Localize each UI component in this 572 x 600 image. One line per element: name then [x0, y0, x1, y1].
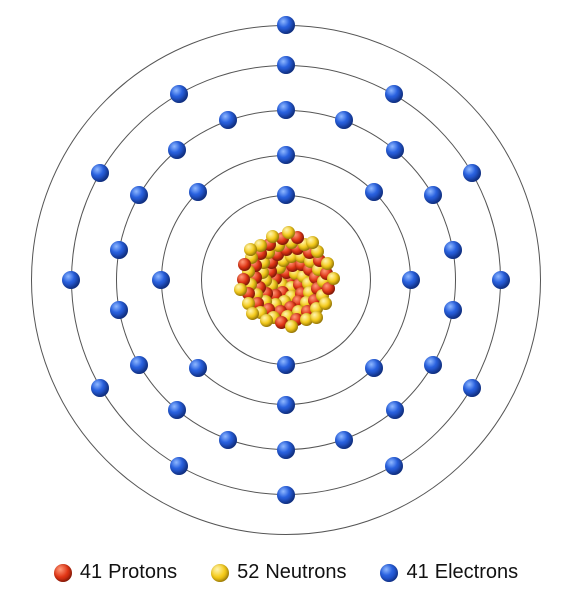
legend-item-neutrons: 52 Neutrons: [211, 561, 346, 584]
electron-icon: [380, 564, 398, 582]
proton-icon: [54, 564, 72, 582]
legend-electron-label: Electrons: [435, 561, 518, 584]
neutron: [321, 257, 334, 270]
legend-proton-count: 41: [80, 561, 102, 584]
neutron: [285, 320, 298, 333]
atom-stage: [0, 0, 572, 600]
legend-item-protons: 41 Protons: [54, 561, 177, 584]
legend-neutron-label: Neutrons: [265, 561, 346, 584]
neutron-icon: [211, 564, 229, 582]
electron: [277, 16, 295, 34]
legend-proton-label: Protons: [108, 561, 177, 584]
legend-electron-count: 41: [406, 561, 428, 584]
neutron: [327, 272, 340, 285]
neutron: [246, 307, 259, 320]
legend-item-electrons: 41 Electrons: [380, 561, 518, 584]
neutron: [319, 297, 332, 310]
legend: 41 Protons 52 Neutrons 41 Electrons: [0, 561, 572, 584]
legend-neutron-count: 52: [237, 561, 259, 584]
proton: [238, 258, 251, 271]
neutron: [310, 311, 323, 324]
neutron: [244, 243, 257, 256]
atom-diagram: 41 Protons 52 Neutrons 41 Electrons: [0, 0, 572, 600]
